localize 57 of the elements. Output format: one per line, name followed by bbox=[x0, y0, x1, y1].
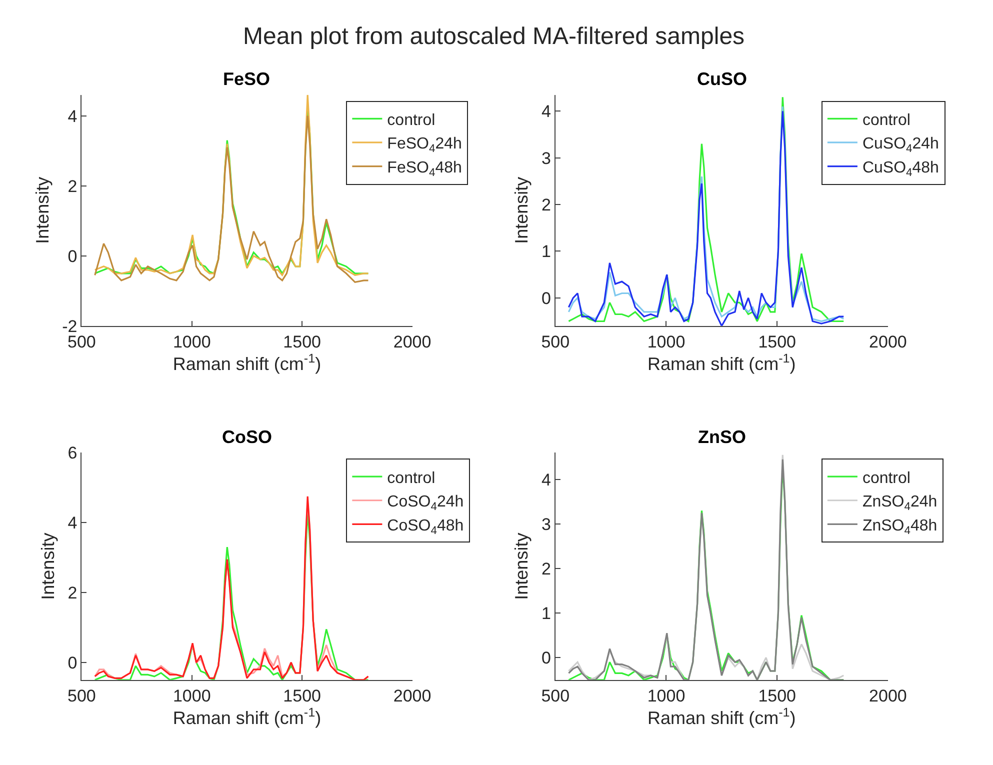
legend-label: FeSO$_{4}$24h bbox=[387, 136, 462, 156]
chart-title: ZnSO bbox=[698, 427, 746, 447]
legend-label: CoSO$_{4}$24h bbox=[387, 494, 464, 513]
y-axis-title: Intensity bbox=[38, 532, 58, 600]
y-tick-label: 3 bbox=[542, 514, 551, 534]
y-tick-label: 2 bbox=[68, 176, 78, 196]
legend-label: control bbox=[862, 470, 910, 487]
y-tick-label: 3 bbox=[542, 148, 551, 168]
x-axis-title: Raman shift (cm$^{-1}$) bbox=[172, 705, 322, 728]
y-tick-label: 1 bbox=[542, 242, 551, 262]
x-tick-label: 1000 bbox=[647, 332, 686, 352]
x-tick-label: 500 bbox=[67, 686, 96, 706]
y-tick-label: 2 bbox=[68, 583, 78, 602]
x-tick-label: 2000 bbox=[869, 686, 907, 706]
legend-label: ZnSO$_{4}$48h bbox=[862, 517, 938, 537]
y-tick-label: 0 bbox=[68, 246, 78, 266]
y-axis-title: Intensity bbox=[512, 176, 532, 244]
x-axis-title: Raman shift (cm$^{-1}$) bbox=[648, 351, 796, 374]
y-axis-title: Intensity bbox=[512, 532, 532, 600]
y-tick-label: 1 bbox=[542, 604, 551, 624]
chart-title: FeSO bbox=[223, 69, 270, 89]
y-tick-label: 4 bbox=[542, 470, 551, 490]
x-axis-title: Raman shift (cm$^{-1}$) bbox=[648, 705, 796, 728]
x-tick-label: 1000 bbox=[172, 686, 211, 706]
y-tick-label: 2 bbox=[542, 559, 551, 578]
x-tick-label: 1000 bbox=[172, 332, 211, 352]
x-tick-label: 2000 bbox=[393, 332, 432, 352]
x-tick-label: 500 bbox=[541, 686, 570, 706]
text: Mean plot from autoscaled MA-filtered samples bbox=[243, 23, 745, 50]
x-tick-label: 1500 bbox=[283, 686, 322, 706]
y-tick-label: 2 bbox=[542, 195, 551, 214]
legend-label: control bbox=[387, 470, 436, 487]
y-tick-label: 0 bbox=[542, 648, 551, 668]
legend-label: control bbox=[387, 112, 436, 129]
chart-title: CuSO bbox=[697, 69, 748, 89]
legend-label: CoSO$_{4}$48h bbox=[387, 517, 464, 537]
chart-title: CoSO bbox=[222, 427, 272, 447]
y-tick-label: 4 bbox=[68, 514, 78, 533]
y-axis-title: Intensity bbox=[32, 176, 52, 244]
x-tick-label: 1500 bbox=[758, 332, 796, 352]
x-tick-label: 500 bbox=[541, 332, 570, 352]
legend-label: CuSO$_{4}$24h bbox=[862, 136, 939, 156]
y-tick-label: 4 bbox=[542, 102, 551, 122]
y-tick-label: 6 bbox=[68, 444, 78, 463]
legend-label: FeSO$_{4}$48h bbox=[387, 160, 462, 179]
x-tick-label: 1500 bbox=[758, 686, 796, 706]
x-tick-label: 2000 bbox=[869, 332, 907, 352]
y-tick-label: 0 bbox=[68, 653, 78, 672]
legend-label: control bbox=[862, 112, 910, 129]
x-tick-label: 1000 bbox=[647, 686, 686, 706]
legend-label: ZnSO$_{4}$24h bbox=[862, 494, 938, 513]
y-tick-label: 4 bbox=[68, 106, 78, 126]
x-tick-label: 2000 bbox=[393, 686, 432, 706]
y-tick-label: 0 bbox=[542, 288, 551, 308]
legend-label: CuSO$_{4}$48h bbox=[862, 160, 939, 179]
x-axis-title: Raman shift (cm$^{-1}$) bbox=[172, 351, 322, 374]
x-tick-label: 1500 bbox=[283, 332, 322, 352]
